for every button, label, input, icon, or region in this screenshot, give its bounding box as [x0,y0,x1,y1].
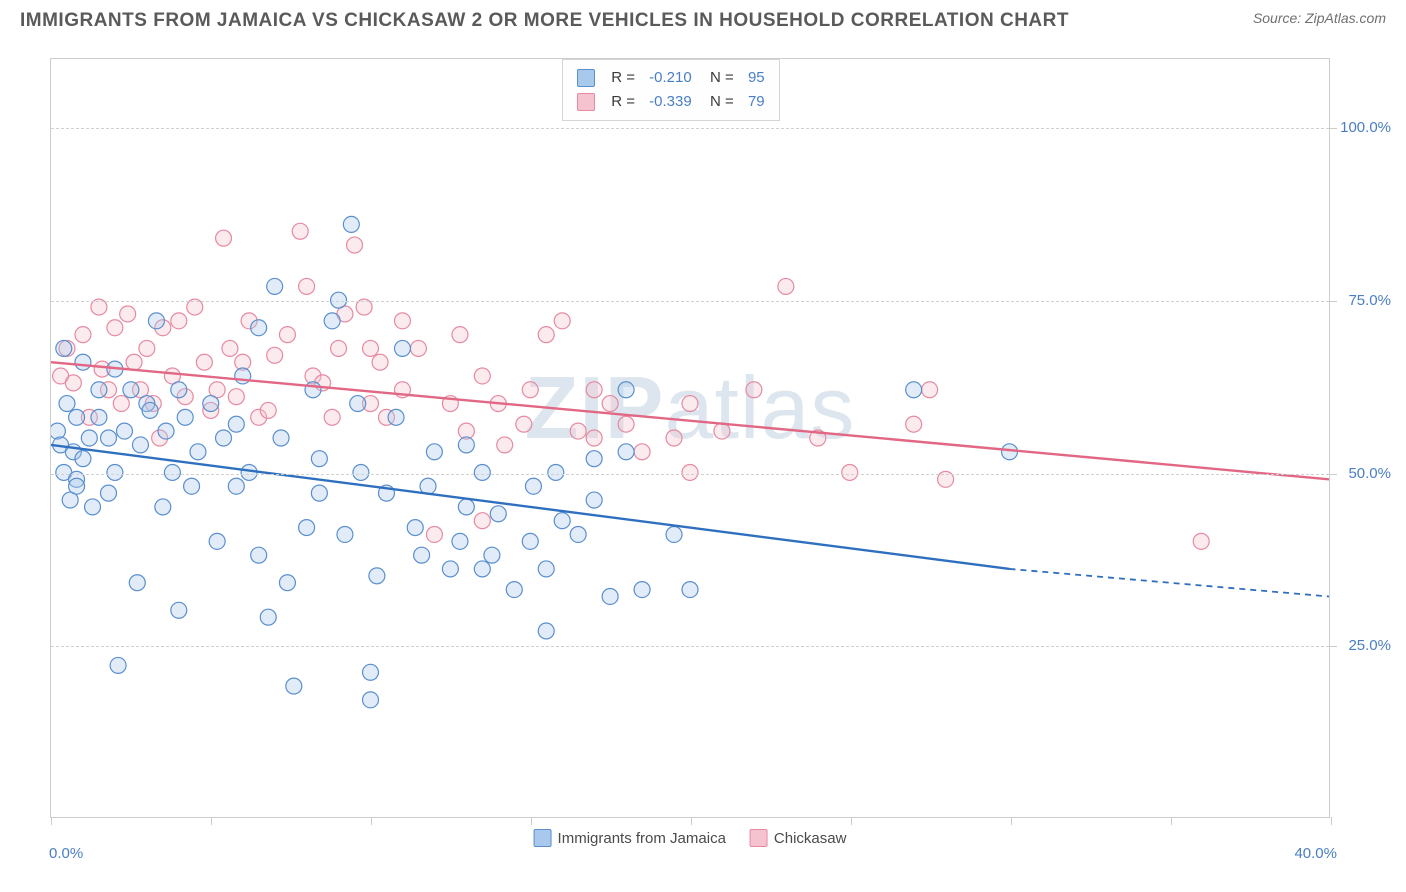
stats-n-1: 95 [748,66,765,90]
stats-r-1: -0.210 [649,66,692,90]
chart-header: IMMIGRANTS FROM JAMAICA VS CHICKASAW 2 O… [0,0,1406,32]
chart-title: IMMIGRANTS FROM JAMAICA VS CHICKASAW 2 O… [20,10,1069,32]
x-min-label: 0.0% [49,845,83,862]
scatter-svg [51,59,1329,817]
legend-item-2: Chickasaw [750,829,847,847]
legend: Immigrants from Jamaica Chickasaw [534,829,847,847]
chart-container: 2 or more Vehicles in Household ZIPatlas… [50,58,1386,848]
stats-row-1: R = -0.210 N = 95 [577,66,764,90]
stats-swatch-1 [577,69,595,87]
legend-swatch-1 [534,829,552,847]
legend-label-1: Immigrants from Jamaica [558,830,726,847]
legend-swatch-2 [750,829,768,847]
plot-area: ZIPatlas R = -0.210 N = 95 R = -0.339 N … [50,58,1330,818]
x-max-label: 40.0% [1294,845,1337,862]
legend-label-2: Chickasaw [774,830,847,847]
legend-item-1: Immigrants from Jamaica [534,829,726,847]
stats-row-2: R = -0.339 N = 79 [577,90,764,114]
stats-n-2: 79 [748,90,765,114]
source-label: Source: ZipAtlas.com [1253,10,1386,26]
stats-r-2: -0.339 [649,90,692,114]
stats-swatch-2 [577,93,595,111]
watermark: ZIPatlas [525,357,856,459]
stats-box: R = -0.210 N = 95 R = -0.339 N = 79 [562,59,779,121]
